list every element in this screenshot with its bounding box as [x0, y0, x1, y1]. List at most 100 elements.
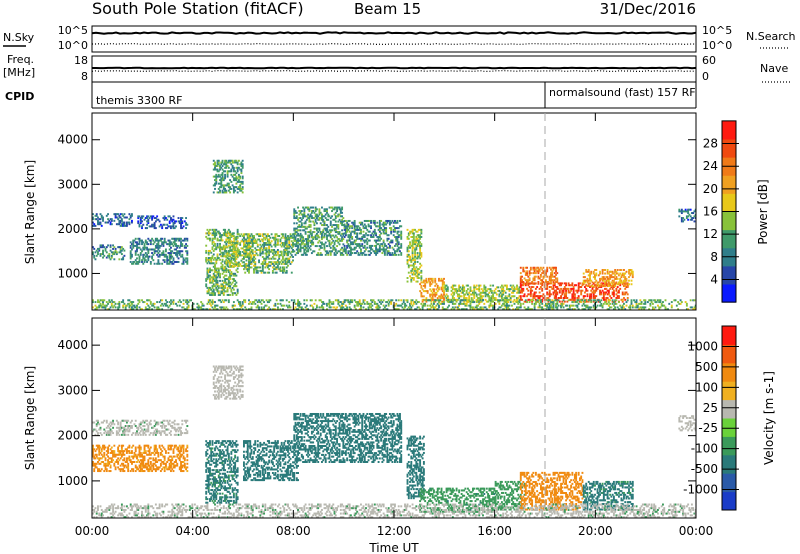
- range-time-cell: [304, 246, 307, 249]
- range-time-cell: [395, 253, 398, 256]
- range-time-cell: [214, 235, 216, 238]
- range-time-cell: [234, 272, 237, 275]
- range-time-cell: [163, 259, 166, 262]
- range-time-cell: [185, 227, 188, 230]
- range-time-cell: [351, 243, 354, 246]
- range-time-cell: [507, 304, 510, 307]
- range-time-cell: [478, 302, 481, 305]
- range-time-cell: [134, 253, 137, 256]
- range-time-cell: [284, 261, 287, 264]
- range-time-cell: [276, 252, 279, 255]
- range-time-cell: [120, 246, 123, 249]
- range-time-cell: [122, 221, 125, 224]
- range-time-cell: [123, 221, 126, 224]
- range-time-cell: [288, 306, 291, 309]
- range-time-cell: [259, 301, 262, 304]
- range-time-cell: [226, 286, 229, 289]
- range-time-cell: [227, 182, 230, 185]
- nave-series: [91, 69, 696, 73]
- range-time-cell: [172, 299, 175, 302]
- range-time-cell: [611, 287, 614, 290]
- range-time-cell: [513, 288, 516, 291]
- range-time-cell: [137, 222, 140, 225]
- range-time-cell: [209, 288, 211, 291]
- range-time-cell: [362, 299, 365, 302]
- range-time-cell: [478, 299, 481, 302]
- range-time-cell: [420, 271, 423, 274]
- range-time-cell: [585, 269, 588, 271]
- range-time-cell: [380, 299, 383, 302]
- range-time-cell: [503, 302, 506, 305]
- range-time-cell: [175, 253, 177, 256]
- range-time-cell: [562, 289, 565, 292]
- range-time-cell: [231, 159, 234, 162]
- range-time-cell: [552, 286, 555, 289]
- range-time-cell: [284, 262, 287, 265]
- range-time-cell: [214, 306, 216, 309]
- range-time-cell: [222, 187, 225, 190]
- range-time-cell: [624, 281, 627, 284]
- range-time-cell: [434, 299, 437, 302]
- range-time-cell: [332, 248, 335, 251]
- range-time-cell: [456, 308, 459, 310]
- range-time-cell: [224, 308, 227, 310]
- range-time-cell: [299, 246, 302, 249]
- range-time-cell: [214, 265, 216, 268]
- range-time-cell: [215, 258, 218, 261]
- range-time-cell: [237, 301, 240, 304]
- range-time-cell: [429, 295, 432, 298]
- range-time-cell: [563, 282, 566, 285]
- range-time-cell: [113, 251, 116, 254]
- range-time-cell: [411, 268, 414, 271]
- range-time-cell: [225, 271, 228, 274]
- range-time-cell: [623, 296, 625, 299]
- range-time-cell: [412, 259, 415, 262]
- range-time-cell: [529, 268, 532, 271]
- range-time-cell: [482, 295, 484, 298]
- range-time-cell: [609, 274, 612, 277]
- range-time-cell: [206, 278, 209, 281]
- range-time-cell: [541, 302, 544, 305]
- range-time-cell: [261, 266, 264, 269]
- range-time-cell: [498, 300, 501, 303]
- range-time-cell: [274, 268, 277, 271]
- range-time-cell: [390, 221, 393, 224]
- range-time-cell: [463, 289, 466, 292]
- range-time-cell: [353, 299, 356, 302]
- range-time-cell: [219, 253, 221, 256]
- range-time-cell: [410, 271, 413, 274]
- range-time-cell: [469, 300, 472, 303]
- range-time-cell: [470, 298, 473, 301]
- range-time-cell: [365, 227, 367, 230]
- range-time-cell: [587, 279, 590, 282]
- range-time-cell: [595, 295, 598, 298]
- range-time-cell: [538, 277, 541, 280]
- range-time-cell: [388, 221, 391, 224]
- range-time-cell: [560, 282, 562, 285]
- range-time-cell: [217, 293, 220, 296]
- range-time-cell: [376, 250, 379, 253]
- range-time-cell: [324, 227, 327, 230]
- range-time-cell: [336, 210, 339, 213]
- range-time-cell: [181, 253, 184, 256]
- range-time-cell: [239, 235, 242, 238]
- range-time-cell: [297, 252, 299, 255]
- range-time-cell: [334, 206, 337, 209]
- range-time-cell: [370, 234, 372, 237]
- range-time-cell: [446, 306, 449, 309]
- range-time-cell: [420, 295, 423, 298]
- range-time-cell: [136, 250, 138, 253]
- range-time-cell: [151, 257, 154, 260]
- range-time-cell: [411, 228, 414, 231]
- range-time-cell: [310, 239, 313, 242]
- range-time-cell: [397, 234, 400, 237]
- range-time-cell: [492, 295, 495, 298]
- range-time-cell: [243, 257, 245, 260]
- range-time-cell: [221, 264, 224, 267]
- range-time-cell: [443, 297, 445, 300]
- power-heatmap: [92, 159, 696, 310]
- range-time-cell: [378, 223, 381, 226]
- range-time-cell: [529, 289, 532, 292]
- range-time-cell: [592, 270, 595, 273]
- range-time-cell: [438, 304, 440, 307]
